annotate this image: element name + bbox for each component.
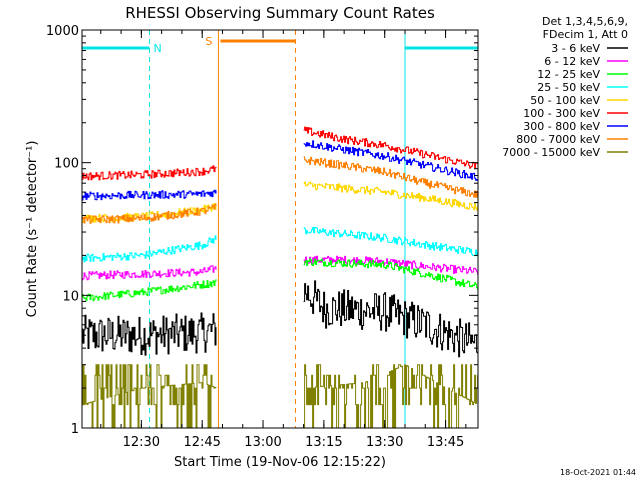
series-7 bbox=[82, 140, 479, 201]
legend-label-8: 800 - 7000 keV bbox=[516, 133, 600, 146]
series-6 bbox=[82, 126, 479, 181]
series-2-segment-1 bbox=[82, 265, 217, 281]
legend-label-3: 12 - 25 keV bbox=[537, 68, 600, 81]
footer-date: 18-Oct-2021 01:44 bbox=[560, 468, 636, 477]
x-tick-label-2: 13:00 bbox=[244, 435, 281, 450]
chart-title: RHESSI Observing Summary Count Rates bbox=[125, 4, 435, 22]
chart-layer: N S 1 10 100 1000 12:30 12:45 13:00 13:15 13:30 13:… bbox=[25, 4, 636, 477]
series-8-segment-2 bbox=[303, 156, 479, 198]
series-6-segment-2 bbox=[303, 126, 479, 169]
x-tick-label-5: 13:45 bbox=[427, 435, 464, 450]
series-1-segment-2 bbox=[303, 280, 479, 358]
series-4-segment-1 bbox=[82, 235, 217, 263]
series-1 bbox=[82, 280, 479, 358]
series-9-segment-2 bbox=[303, 364, 479, 429]
legend-label-4: 25 - 50 keV bbox=[537, 81, 600, 94]
flag-label-2: S bbox=[205, 35, 212, 48]
y-tick-label-0: 1 bbox=[71, 422, 79, 437]
plot-frame bbox=[81, 29, 479, 429]
series-8 bbox=[82, 156, 479, 224]
series-7-segment-2 bbox=[303, 140, 479, 181]
y-tick-label-3: 1000 bbox=[46, 24, 79, 39]
x-tick-label-3: 13:15 bbox=[305, 435, 342, 450]
y-tick-label-2: 100 bbox=[54, 157, 79, 172]
flag-label-0: N bbox=[153, 42, 161, 55]
series-5-segment-2 bbox=[303, 181, 479, 211]
x-tick-label-0: 12:30 bbox=[123, 435, 160, 450]
legend-header-1: FDecim 1, Att 0 bbox=[543, 28, 628, 41]
legend-label-9: 7000 - 15000 keV bbox=[502, 146, 600, 159]
series-3-segment-1 bbox=[82, 279, 217, 302]
legend-label-2: 6 - 12 keV bbox=[544, 55, 600, 68]
series-3-segment-2 bbox=[303, 258, 479, 290]
legend-label-5: 50 - 100 keV bbox=[530, 94, 600, 107]
legend-label-1: 3 - 6 keV bbox=[551, 42, 600, 55]
x-axis-label: Start Time (19-Nov-06 12:15:22) bbox=[174, 455, 386, 470]
series-4 bbox=[82, 226, 479, 263]
legend-label-6: 100 - 300 keV bbox=[523, 107, 600, 120]
series-6-segment-1 bbox=[82, 165, 217, 181]
x-tick-label-1: 12:45 bbox=[183, 435, 220, 450]
legend-header-0: Det 1,3,4,5,6,9, bbox=[542, 15, 628, 28]
series-5-segment-1 bbox=[82, 203, 217, 223]
series-9 bbox=[82, 364, 479, 429]
series-7-segment-1 bbox=[82, 189, 217, 201]
series-8-segment-1 bbox=[82, 203, 217, 224]
y-axis-label: Count Rate (s⁻¹ detector⁻¹) bbox=[25, 141, 40, 318]
series-5 bbox=[82, 181, 479, 223]
series-2-segment-2 bbox=[303, 255, 479, 275]
x-tick-label-4: 13:30 bbox=[366, 435, 403, 450]
series-2 bbox=[82, 255, 479, 281]
y-tick-label-1: 10 bbox=[62, 289, 79, 304]
series-1-segment-1 bbox=[82, 312, 217, 356]
series-3 bbox=[82, 258, 479, 302]
legend-label-7: 300 - 800 keV bbox=[523, 120, 600, 133]
series-4-segment-2 bbox=[303, 226, 479, 257]
